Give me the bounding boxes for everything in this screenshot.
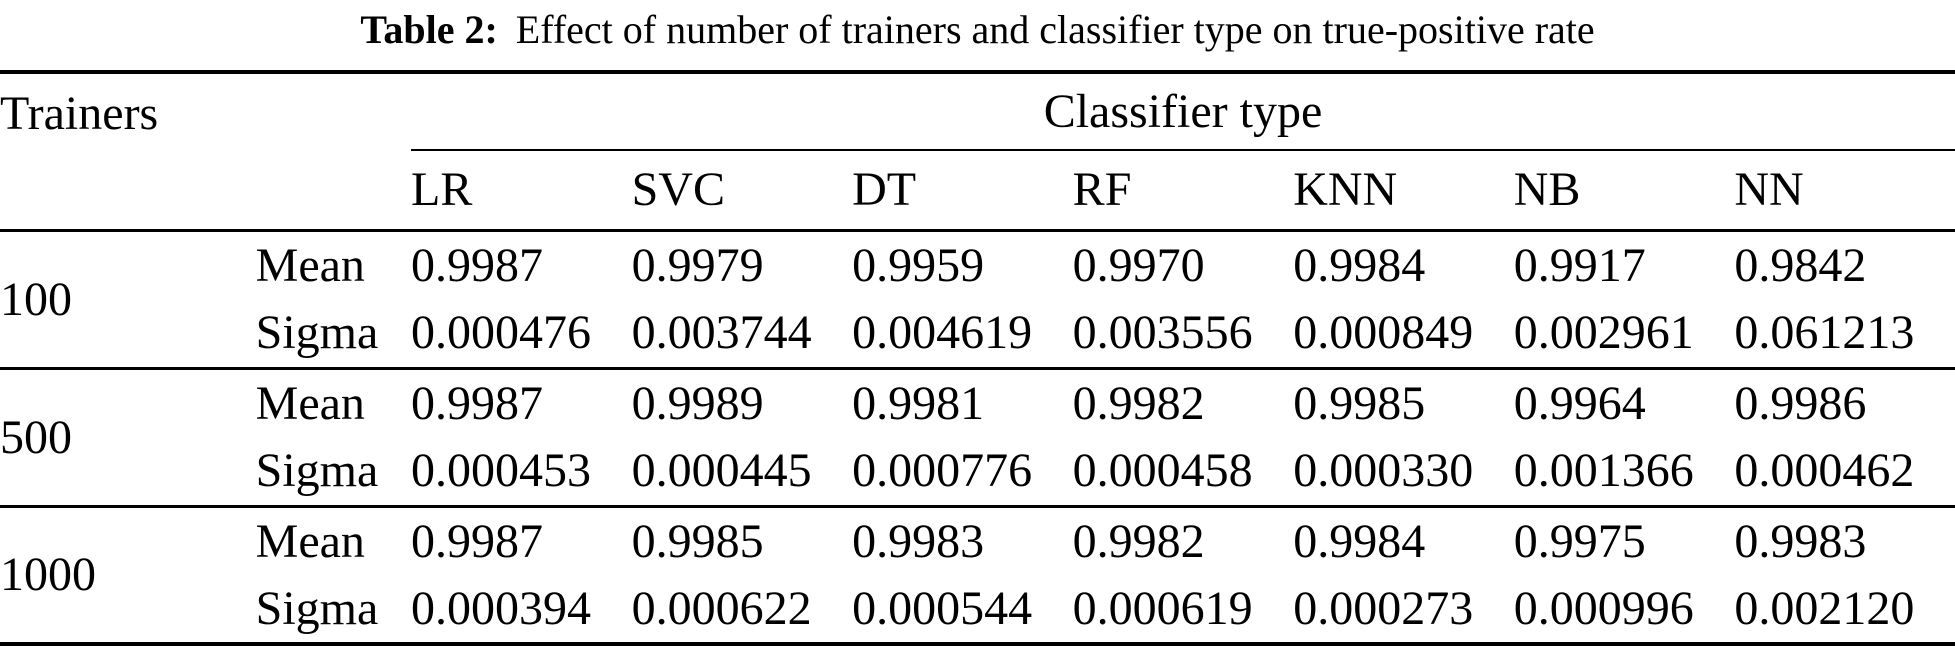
cell-value: 0.000849 — [1293, 299, 1514, 370]
stat-label-sigma: Sigma — [255, 299, 412, 370]
cell-value: 0.000622 — [631, 582, 812, 635]
cell-value: 0.061213 — [1734, 299, 1955, 370]
cell-value: 0.000394 — [411, 582, 592, 635]
cell-value: 0.000462 — [1734, 437, 1955, 508]
cell-value: 0.000776 — [852, 437, 1073, 508]
stat-label-sigma: Sigma — [255, 582, 379, 635]
trainers-value: 500 — [0, 368, 256, 508]
table-caption: Table 2: Effect of number of trainers and… — [0, 0, 1955, 70]
cell-value: 0.9975 — [1513, 514, 1646, 568]
table-row: Sigma 0.000394 0.000622 0.000544 0.00061… — [0, 575, 1955, 644]
table-row: Sigma 0.000453 0.000445 0.000776 0.00045… — [0, 437, 1955, 508]
header-col-knn: KNN — [1293, 150, 1514, 232]
cell-value: 0.9970 — [1072, 238, 1205, 292]
cell-value: 0.001366 — [1513, 437, 1735, 508]
cell-value: 0.9982 — [1072, 514, 1205, 568]
cell-value: 0.000619 — [1072, 582, 1253, 635]
table-row: 1000 Mean 0.9987 0.9985 0.9983 0.9982 0.… — [0, 506, 1955, 602]
cell-value: 0.000544 — [852, 582, 1033, 635]
trainers-value: 100 — [0, 230, 256, 370]
header-stat-spacer — [255, 72, 412, 232]
table-row: 100 Mean 0.9987 0.9979 0.9959 0.9970 0.9… — [0, 230, 1955, 370]
cell-value: 0.000458 — [1072, 437, 1294, 508]
header-col-lr: LR — [411, 150, 632, 232]
cell-value: 0.9982 — [1072, 376, 1205, 430]
cell-value: 0.000453 — [411, 437, 632, 508]
stat-label-mean: Mean — [255, 514, 365, 568]
cell-value: 0.000476 — [411, 299, 632, 370]
cell-value: 0.9987 — [411, 376, 544, 430]
cell-value: 0.9964 — [1513, 376, 1646, 430]
table-caption-label: Table 2: — [360, 7, 498, 52]
header-col-dt: DT — [852, 150, 1073, 232]
cell-value: 0.9983 — [852, 514, 985, 568]
cell-value: 0.9917 — [1513, 238, 1646, 292]
cell-value: 0.9985 — [1293, 376, 1426, 430]
cell-value: 0.004619 — [852, 299, 1073, 370]
cell-value: 0.9986 — [1734, 376, 1867, 430]
header-row-classifiers: LR SVC DT RF KNN NB NN — [0, 150, 1955, 232]
cell-value: 0.003556 — [1072, 299, 1294, 370]
header-col-nn: NN — [1734, 150, 1955, 232]
cell-value: 0.000996 — [1513, 582, 1694, 635]
cell-value: 0.9987 — [411, 238, 544, 292]
cell-value: 0.9981 — [852, 376, 985, 430]
trainers-value: 1000 — [0, 548, 96, 602]
stat-label-mean: Mean — [255, 238, 365, 292]
table-caption-text: Effect of number of trainers and classif… — [515, 7, 1595, 52]
cell-value: 0.9987 — [411, 514, 544, 568]
cell-value: 0.9984 — [1293, 514, 1426, 568]
cell-value: 0.9959 — [852, 238, 985, 292]
cell-value: 0.9985 — [631, 514, 764, 568]
cell-value: 0.9979 — [631, 238, 764, 292]
cell-value: 0.003744 — [631, 299, 853, 370]
header-row-top: Trainers Classifier type — [0, 72, 1955, 232]
stat-label-mean: Mean — [255, 376, 365, 430]
cell-value: 0.9983 — [1734, 514, 1867, 568]
cell-value: 0.000273 — [1293, 582, 1474, 635]
cell-value: 0.9842 — [1734, 238, 1867, 292]
header-col-svc: SVC — [631, 150, 853, 232]
table-row: Sigma 0.000476 0.003744 0.004619 0.00355… — [0, 299, 1955, 370]
cell-value: 0.002120 — [1734, 582, 1915, 635]
header-col-rf: RF — [1072, 150, 1294, 232]
cell-value: 0.002961 — [1513, 299, 1735, 370]
header-trainers: Trainers — [0, 72, 256, 232]
header-classifier-type: Classifier type — [411, 72, 1955, 151]
cell-value: 0.000445 — [631, 437, 853, 508]
cell-value: 0.9989 — [631, 376, 764, 430]
stat-label-sigma: Sigma — [255, 437, 412, 508]
table-row: 500 Mean 0.9987 0.9989 0.9981 0.9982 0.9… — [0, 368, 1955, 508]
header-col-nb: NB — [1513, 150, 1735, 232]
cell-value: 0.9984 — [1293, 238, 1426, 292]
results-table: Trainers Classifier type LR SVC DT RF KN… — [0, 70, 1955, 646]
cell-value: 0.000330 — [1293, 437, 1514, 508]
